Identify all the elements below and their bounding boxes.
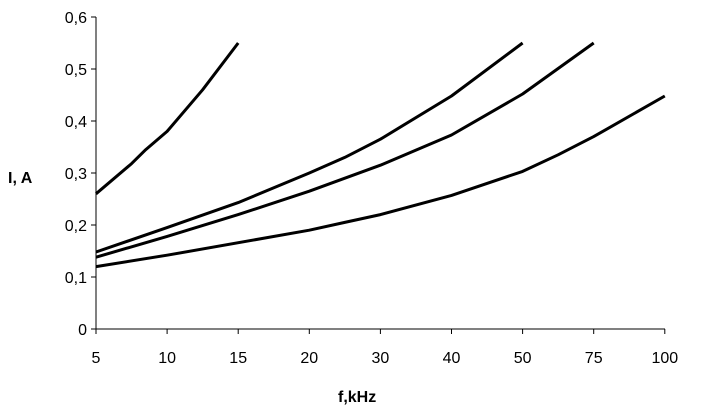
- series-line-1: [95, 42, 240, 195]
- y-tick-label: 0,5: [65, 62, 87, 79]
- x-tick-label: 20: [300, 350, 318, 367]
- y-axis-title: I, A: [8, 170, 33, 187]
- y-tick-label: 0,3: [65, 166, 87, 183]
- plot-area: 0 0,1 0,2 0,3 0,4 0,5 0,6 5 10 15 20 30 40 50 75 100: [65, 10, 678, 367]
- x-tick-label: 40: [443, 350, 461, 367]
- x-tick-label: 75: [585, 350, 603, 367]
- series-lines: [95, 41, 666, 269]
- x-tick-label: 10: [158, 350, 176, 367]
- series-line-4: [95, 94, 666, 269]
- y-axis-ticks: 0 0,1 0,2 0,3 0,4 0,5 0,6: [65, 10, 96, 339]
- x-tick-label: 5: [92, 350, 101, 367]
- x-tick-label: 50: [514, 350, 532, 367]
- y-tick-label: 0,1: [65, 270, 87, 287]
- x-axis-ticks: 5 10 15 20 30 40 50 75 100: [92, 329, 678, 367]
- y-tick-label: 0,6: [65, 10, 87, 27]
- y-tick-label: 0,4: [65, 114, 87, 131]
- x-axis-title: f,kHz: [338, 389, 376, 406]
- series-line-3: [95, 41, 595, 259]
- y-tick-label: 0,2: [65, 218, 87, 235]
- y-tick-label: 0: [78, 322, 87, 339]
- x-tick-label: 100: [651, 350, 678, 367]
- x-tick-label: 30: [372, 350, 390, 367]
- x-tick-label: 15: [229, 350, 247, 367]
- series-line-2: [95, 41, 524, 254]
